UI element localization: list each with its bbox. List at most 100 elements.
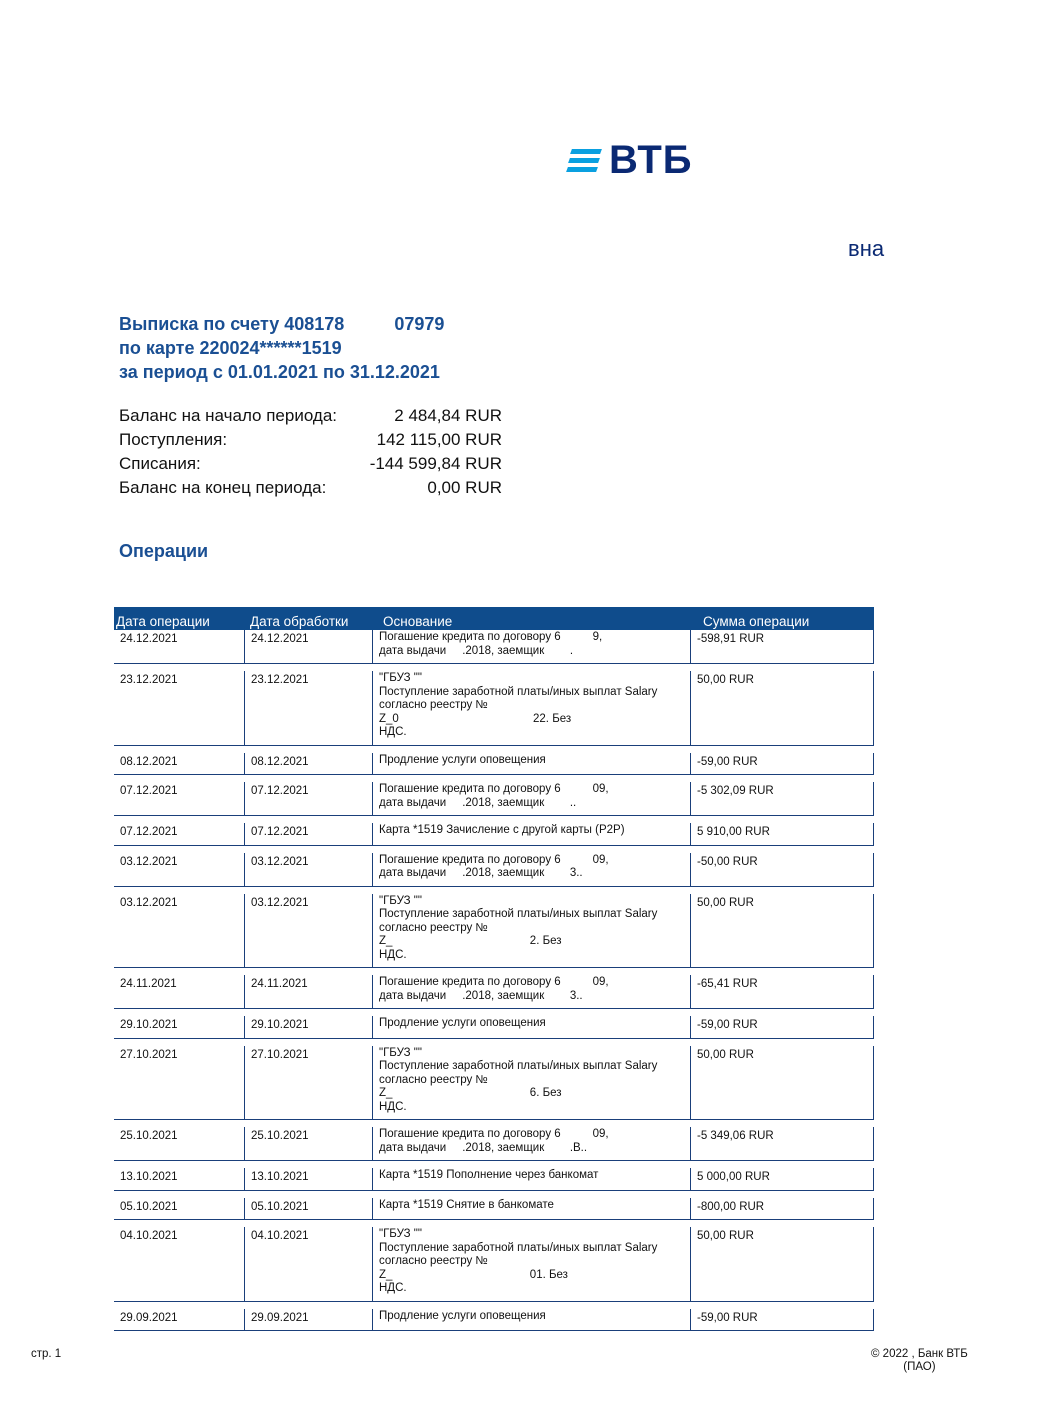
basis: Погашение кредита по договору 6 09, дата … (372, 1127, 690, 1160)
op-date: 08.12.2021 (120, 755, 178, 768)
basis-line: НДС. (379, 1100, 407, 1113)
account-owner: вна (848, 236, 885, 261)
basis-line: Поступление заработной платы/иных выплат… (379, 685, 658, 698)
op-date: 07.12.2021 (120, 826, 178, 838)
basis: Продление услуги оповещения (372, 1016, 690, 1038)
amount: 50,00 RUR (690, 1227, 874, 1301)
header-basis: Основание (383, 614, 453, 629)
proc-date: 03.12.2021 (244, 852, 372, 886)
basis-line: Z_ 2. Без (379, 935, 562, 947)
amount: 50,00 RUR (690, 893, 874, 967)
proc-date: 29.09.2021 (244, 1308, 372, 1330)
basis-line: Карта *1519 Снятие в банкомате (379, 1198, 554, 1211)
op-date: 24.11.2021 (120, 978, 177, 990)
basis-line: дата выдачи .2018, заемщик .В.. (379, 1141, 588, 1154)
proc-date: 04.10.2021 (244, 1227, 372, 1301)
basis-line: Карта *1519 Пополнение через банкомат (379, 1169, 599, 1181)
basis: "ГБУЗ "" Поступление заработной платы/ины… (372, 1045, 690, 1119)
amount: -50,00 RUR (690, 852, 874, 886)
basis: Карта *1519 Зачисление с другой карты (P… (372, 823, 690, 845)
basis: "ГБУЗ "" Поступление заработной платы/ины… (372, 1227, 690, 1301)
amount: -59,00 RUR (690, 1308, 874, 1330)
basis-line: Z_0 22. Без (379, 712, 572, 725)
basis-line: дата выдачи .2018, заемщик .. (379, 796, 577, 809)
basis-line: "ГБУЗ "" (379, 1046, 422, 1059)
header-op-date: Дата операции (116, 614, 210, 629)
table-row: 04.10.2021 04.10.2021 "ГБУЗ "" Поступлени… (114, 1227, 874, 1302)
amount: -59,00 RUR (690, 1016, 874, 1038)
op-date: 29.09.2021 (120, 1311, 178, 1324)
table-row: 23.12.2021 23.12.2021 "ГБУЗ "" Поступлени… (114, 671, 874, 746)
table-row: 03.12.2021 03.12.2021 "ГБУЗ "" Поступлени… (114, 893, 874, 968)
amount: -5 349,06 RUR (690, 1127, 874, 1160)
basis: Карта *1519 Пополнение через банкомат (372, 1168, 690, 1190)
basis-line: "ГБУЗ "" (379, 1228, 422, 1240)
basis-line: Продление услуги оповещения (379, 1017, 546, 1029)
basis-line: Погашение кредита по договору 6 09, (379, 783, 609, 795)
basis-line: Погашение кредита по договору 6 09, (379, 1128, 609, 1140)
basis-line: Поступление заработной платы/иных выплат… (379, 1060, 658, 1072)
proc-date: 08.12.2021 (244, 752, 372, 774)
proc-date: 25.10.2021 (244, 1127, 372, 1160)
op-date: 27.10.2021 (120, 1048, 178, 1061)
basis-line: "ГБУЗ "" (379, 672, 422, 684)
op-date: 29.10.2021 (120, 1019, 178, 1031)
basis-line: дата выдачи .2018, заемщик 3.. (379, 867, 583, 879)
amount: -5 302,09 RUR (690, 782, 874, 815)
amount: 5 910,00 RUR (690, 823, 874, 845)
basis-line: согласно реестру № (379, 699, 488, 711)
table-row: 08.12.2021 08.12.2021 Продление услуги о… (114, 752, 874, 775)
table-row: 13.10.2021 13.10.2021 Карта *1519 Пополн… (114, 1168, 874, 1191)
logo-text: ВТБ (609, 138, 693, 182)
table-row: 05.10.2021 05.10.2021 Карта *1519 Снятие… (114, 1197, 874, 1220)
proc-date: 24.11.2021 (244, 975, 372, 1008)
basis-line: НДС. (379, 1282, 407, 1294)
table-row: 24.12.2021 24.12.2021 Погашение кредита … (114, 630, 874, 664)
basis-line: Продление услуги оповещения (379, 1309, 546, 1322)
table-row: 03.12.2021 03.12.2021 Погашение кредита … (114, 852, 874, 887)
basis: "ГБУЗ "" Поступление заработной платы/ины… (372, 671, 690, 745)
basis: Погашение кредита по договору 6 09, дата … (372, 782, 690, 815)
proc-date: 05.10.2021 (244, 1197, 372, 1219)
basis-line: Погашение кредита по договору 6 9, (379, 631, 603, 643)
page-number: стр. 1 (31, 1348, 62, 1360)
period-line: за период с 01.01.2021 по 31.12.2021 (119, 362, 440, 382)
summary-row: Поступления: 142 115,00 RUR (119, 428, 502, 452)
summary-label: Баланс на начало периода: (119, 406, 338, 425)
basis: Карта *1519 Снятие в банкомате (372, 1197, 690, 1219)
basis-line: Погашение кредита по договору 6 09, (379, 853, 609, 866)
copyright-line: (ПАО) (903, 1361, 936, 1373)
copyright-line: © 2022 , Банк ВТБ (871, 1348, 968, 1360)
table-row: 07.12.2021 07.12.2021 Карта *1519 Зачисл… (114, 823, 874, 846)
op-date: 13.10.2021 (120, 1171, 178, 1183)
basis-line: дата выдачи .2018, заемщик 3.. (379, 989, 583, 1002)
basis-line: Поступление заработной платы/иных выплат… (379, 908, 658, 920)
proc-date: 13.10.2021 (244, 1168, 372, 1190)
vtb-logo: ВТБ (566, 138, 693, 183)
header-amount: Сумма операции (703, 614, 810, 629)
basis: Продление услуги оповещения (372, 752, 690, 774)
amount: -800,00 RUR (690, 1197, 874, 1219)
proc-date: 07.12.2021 (244, 782, 372, 815)
copyright: © 2022 , Банк ВТБ (ПАО) (871, 1348, 968, 1374)
summary-value: 2 484,84 RUR (394, 406, 502, 425)
amount: 50,00 RUR (690, 1045, 874, 1119)
basis-line: Карта *1519 Зачисление с другой карты (P… (379, 824, 625, 836)
summary-label: Поступления: (119, 430, 228, 449)
table-row: 29.09.2021 29.09.2021 Продление услуги о… (114, 1308, 874, 1331)
amount: 50,00 RUR (690, 671, 874, 745)
summary-row: Баланс на конец периода: 0,00 RUR (119, 476, 502, 500)
basis: "ГБУЗ "" Поступление заработной платы/ины… (372, 893, 690, 967)
op-date: 07.12.2021 (120, 785, 178, 797)
table-row: 25.10.2021 25.10.2021 Погашение кредита … (114, 1127, 874, 1161)
balance-summary: Баланс на начало периода: 2 484,84 RUR Пос… (119, 404, 502, 500)
amount: -598,91 RUR (690, 630, 874, 663)
summary-value: -144 599,84 RUR (369, 454, 502, 473)
basis-line: Z_ 01. Без (379, 1268, 568, 1281)
basis-line: НДС. (379, 726, 407, 738)
op-date: 03.12.2021 (120, 896, 178, 909)
proc-date: 03.12.2021 (244, 893, 372, 967)
basis-line: согласно реестру № (379, 921, 488, 934)
basis-line: НДС. (379, 948, 407, 961)
